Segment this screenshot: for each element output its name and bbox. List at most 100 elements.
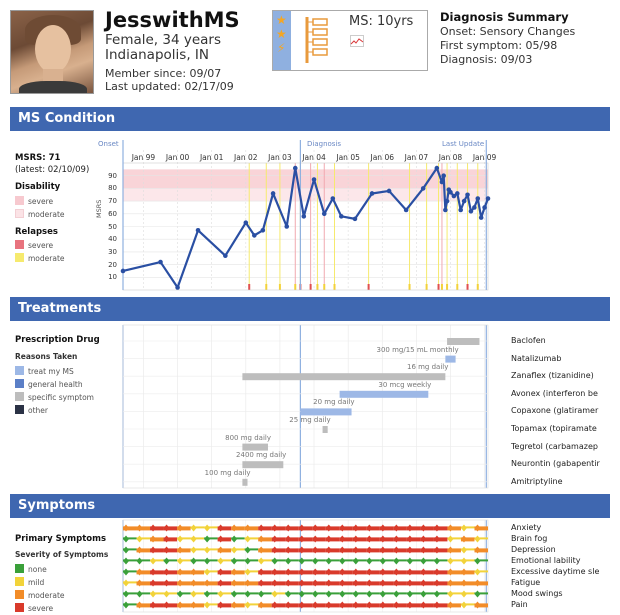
- symptom-marker[interactable]: [285, 590, 292, 598]
- symptom-marker[interactable]: [298, 546, 305, 554]
- symptom-marker[interactable]: [204, 524, 211, 532]
- symptom-marker[interactable]: [163, 557, 170, 565]
- msrs-point[interactable]: [448, 189, 453, 195]
- symptom-marker[interactable]: [325, 546, 332, 554]
- symptom-marker[interactable]: [420, 579, 427, 587]
- symptom-marker[interactable]: [204, 557, 211, 565]
- symptom-marker[interactable]: [339, 601, 346, 609]
- symptom-marker[interactable]: [285, 568, 292, 576]
- drug-bar[interactable]: [242, 461, 284, 469]
- symptom-marker[interactable]: [271, 546, 278, 554]
- symptom-marker[interactable]: [433, 590, 440, 598]
- symptom-marker[interactable]: [379, 535, 386, 543]
- symptom-marker[interactable]: [393, 546, 400, 554]
- symptom-marker[interactable]: [420, 601, 427, 609]
- symptom-marker[interactable]: [285, 535, 292, 543]
- symptom-marker[interactable]: [231, 579, 238, 587]
- symptom-marker[interactable]: [420, 524, 427, 532]
- symptom-marker[interactable]: [217, 601, 224, 609]
- symptom-marker[interactable]: [447, 601, 454, 609]
- drug-bar[interactable]: [322, 426, 328, 433]
- symptom-marker[interactable]: [352, 524, 359, 532]
- symptom-marker[interactable]: [312, 590, 319, 598]
- symptom-marker[interactable]: [177, 524, 184, 532]
- drug-bar[interactable]: [447, 338, 480, 345]
- symptom-marker[interactable]: [190, 601, 197, 609]
- symptom-marker[interactable]: [312, 557, 319, 565]
- symptom-marker[interactable]: [258, 579, 265, 587]
- symptom-marker[interactable]: [231, 524, 238, 532]
- msrs-point[interactable]: [260, 228, 266, 233]
- symptom-marker[interactable]: [231, 590, 238, 598]
- symptom-marker[interactable]: [258, 590, 265, 598]
- symptom-marker[interactable]: [460, 601, 467, 609]
- symptom-marker[interactable]: [325, 601, 332, 609]
- symptom-marker[interactable]: [325, 568, 332, 576]
- symptom-marker[interactable]: [204, 579, 211, 587]
- symptom-marker[interactable]: [190, 590, 197, 598]
- symptom-marker[interactable]: [150, 557, 157, 565]
- symptom-marker[interactable]: [393, 535, 400, 543]
- symptom-marker[interactable]: [298, 524, 305, 532]
- section-header-condition[interactable]: MS Condition: [10, 107, 610, 131]
- symptom-marker[interactable]: [150, 568, 157, 576]
- symptom-marker[interactable]: [150, 579, 157, 587]
- symptom-marker[interactable]: [285, 557, 292, 565]
- msrs-point[interactable]: [284, 224, 290, 229]
- section-header-treatments[interactable]: Treatments: [10, 297, 610, 321]
- symptom-marker[interactable]: [163, 546, 170, 554]
- symptom-marker[interactable]: [163, 590, 170, 598]
- symptom-marker[interactable]: [460, 546, 467, 554]
- symptom-marker[interactable]: [379, 557, 386, 565]
- symptom-marker[interactable]: [231, 568, 238, 576]
- symptom-marker[interactable]: [177, 601, 184, 609]
- symptom-marker[interactable]: [433, 524, 440, 532]
- symptom-marker[interactable]: [325, 579, 332, 587]
- symptom-marker[interactable]: [217, 579, 224, 587]
- msrs-point[interactable]: [461, 198, 467, 204]
- symptom-marker[interactable]: [379, 579, 386, 587]
- symptom-marker[interactable]: [312, 524, 319, 532]
- symptom-marker[interactable]: [150, 590, 157, 598]
- msrs-point[interactable]: [478, 215, 484, 220]
- symptom-marker[interactable]: [271, 535, 278, 543]
- symptom-marker[interactable]: [231, 557, 238, 565]
- symptom-marker[interactable]: [244, 579, 251, 587]
- symptom-marker[interactable]: [177, 557, 184, 565]
- symptom-marker[interactable]: [285, 579, 292, 587]
- symptom-marker[interactable]: [393, 557, 400, 565]
- symptom-marker[interactable]: [406, 546, 413, 554]
- msrs-point[interactable]: [454, 191, 460, 196]
- symptom-marker[interactable]: [460, 590, 467, 598]
- symptom-marker[interactable]: [136, 590, 143, 598]
- symptom-marker[interactable]: [123, 579, 129, 587]
- symptom-marker[interactable]: [325, 535, 332, 543]
- symptom-marker[interactable]: [339, 546, 346, 554]
- symptom-marker[interactable]: [190, 524, 197, 532]
- msrs-point[interactable]: [270, 191, 276, 196]
- msrs-point[interactable]: [252, 233, 257, 238]
- symptom-marker[interactable]: [217, 590, 224, 598]
- msrs-point[interactable]: [451, 193, 457, 199]
- symptom-marker[interactable]: [460, 579, 467, 587]
- symptom-marker[interactable]: [244, 524, 251, 532]
- msrs-point[interactable]: [311, 177, 317, 182]
- drug-bar[interactable]: [445, 355, 456, 363]
- symptom-marker[interactable]: [298, 557, 305, 565]
- msrs-point[interactable]: [339, 214, 344, 219]
- symptom-marker[interactable]: [177, 579, 184, 587]
- symptom-marker[interactable]: [393, 524, 400, 532]
- symptom-marker[interactable]: [352, 601, 359, 609]
- symptom-marker[interactable]: [474, 546, 481, 554]
- symptom-marker[interactable]: [420, 546, 427, 554]
- symptom-marker[interactable]: [379, 590, 386, 598]
- symptom-marker[interactable]: [204, 590, 211, 598]
- symptom-marker[interactable]: [298, 579, 305, 587]
- symptom-marker[interactable]: [447, 579, 454, 587]
- symptom-marker[interactable]: [420, 568, 427, 576]
- symptom-marker[interactable]: [177, 535, 184, 543]
- symptom-marker[interactable]: [379, 601, 386, 609]
- symptom-marker[interactable]: [433, 601, 440, 609]
- symptom-marker[interactable]: [190, 535, 197, 543]
- symptom-marker[interactable]: [258, 601, 265, 609]
